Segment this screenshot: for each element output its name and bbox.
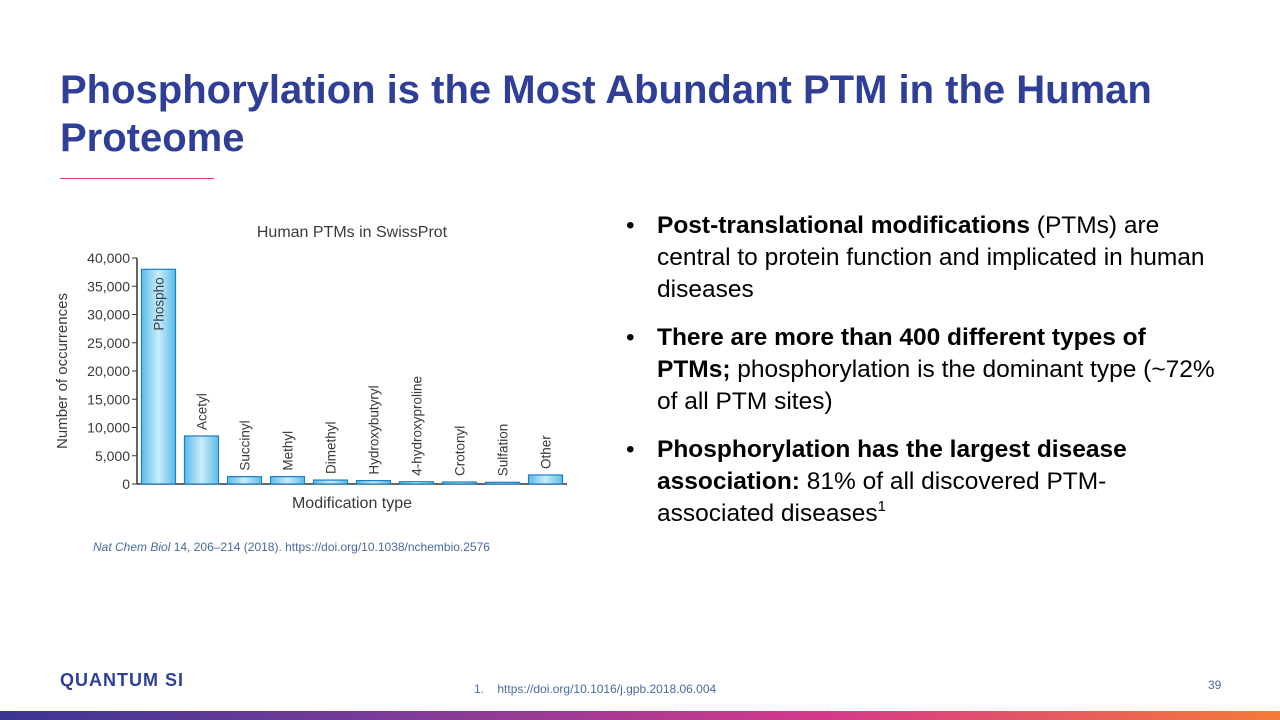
bar xyxy=(398,481,435,485)
y-tick-label: 40,000 xyxy=(87,250,130,266)
y-tick-label: 25,000 xyxy=(87,335,130,351)
bullet-list: • Post-translational modifications (PTMs)… xyxy=(626,210,1216,546)
bar-category-label: Hydroxybutyryl xyxy=(367,385,382,474)
y-tick-label: 10,000 xyxy=(87,420,130,436)
quantum-si-logo: QUANTUM SI xyxy=(60,670,184,690)
bar xyxy=(183,435,220,485)
bullet-bold: Post-translational modifications xyxy=(657,212,1030,239)
bullet-item-1: • Post-translational modifications (PTMs)… xyxy=(626,210,1216,306)
bar xyxy=(441,481,478,485)
y-tick-label: 20,000 xyxy=(87,363,130,379)
bullet-text: (PTMs) are central to protein function a… xyxy=(657,212,1205,303)
citation-journal: Nat Chem Biol xyxy=(93,540,171,554)
footnote-ref: 1 xyxy=(877,498,886,515)
bar-category-label: Crotonyl xyxy=(453,426,468,476)
bar-category-label: Succinyl xyxy=(238,420,253,470)
bottom-gradient-bar xyxy=(0,711,1280,720)
bar-category-label: Methyl xyxy=(281,431,296,471)
bar xyxy=(226,476,263,485)
y-tick-label: 5,000 xyxy=(95,448,130,464)
y-axis-label: Number of occurrences xyxy=(54,293,71,449)
footnote: 1. https://doi.org/10.1016/j.gpb.2018.06… xyxy=(474,682,716,696)
x-axis-label: Modification type xyxy=(292,495,412,512)
y-tick-label: 30,000 xyxy=(87,307,130,323)
chart-svg: Human PTMs in SwissProt 0 5,000 10,000 15,00… xyxy=(54,224,567,512)
bullet-bold: Phosphorylation has the largest disease … xyxy=(657,436,1127,495)
bar xyxy=(527,474,564,485)
bullet-dot: • xyxy=(626,436,635,463)
footnote-url: https://doi.org/10.1016/j.gpb.2018.06.00… xyxy=(497,682,717,696)
bar xyxy=(312,479,349,485)
citation-details: 14, 206–214 (2018). https://doi.org/10.1… xyxy=(170,540,490,554)
y-tick-label: 0 xyxy=(122,476,130,492)
bar-category-label: Other xyxy=(539,435,554,469)
bar-category-label: Acetyl xyxy=(195,393,210,430)
slide-title: Phosphorylation is the Most Abundant PTM… xyxy=(60,68,1152,160)
y-tick-label: 15,000 xyxy=(87,391,130,407)
bullet-text: phosphorylation is the dominant type (~7… xyxy=(657,356,1215,415)
chart-title: Human PTMs in SwissProt xyxy=(257,224,448,241)
y-tick-label: 35,000 xyxy=(87,278,130,294)
bullet-text: 81% of all discovered PTM-associated dis… xyxy=(657,468,1107,527)
footnote-number: 1. xyxy=(474,682,485,696)
chart-citation: Nat Chem Biol 14, 206–214 (2018). https:… xyxy=(93,540,490,554)
title-accent-rule xyxy=(60,178,214,179)
bullet-item-3: • Phosphorylation has the largest disease… xyxy=(626,434,1216,530)
ptm-bar-chart: Human PTMs in SwissProt 0 5,000 10,000 15,00… xyxy=(40,210,580,520)
bar xyxy=(269,476,306,485)
bar xyxy=(355,480,392,485)
bar-category-label: Phospho xyxy=(152,277,167,330)
bullet-bold: There are more than 400 different types … xyxy=(657,324,1146,383)
bar xyxy=(484,481,521,485)
page-number: 39 xyxy=(1208,678,1222,692)
bullet-dot: • xyxy=(626,324,635,351)
bullet-dot: • xyxy=(626,212,635,239)
bullet-item-2: • There are more than 400 different types… xyxy=(626,322,1216,418)
bar-category-label: 4-hydroxyproline xyxy=(410,376,425,476)
bar-category-label: Sulfation xyxy=(496,424,511,477)
bar-category-label: Dimethyl xyxy=(324,422,339,475)
bar xyxy=(140,268,177,485)
